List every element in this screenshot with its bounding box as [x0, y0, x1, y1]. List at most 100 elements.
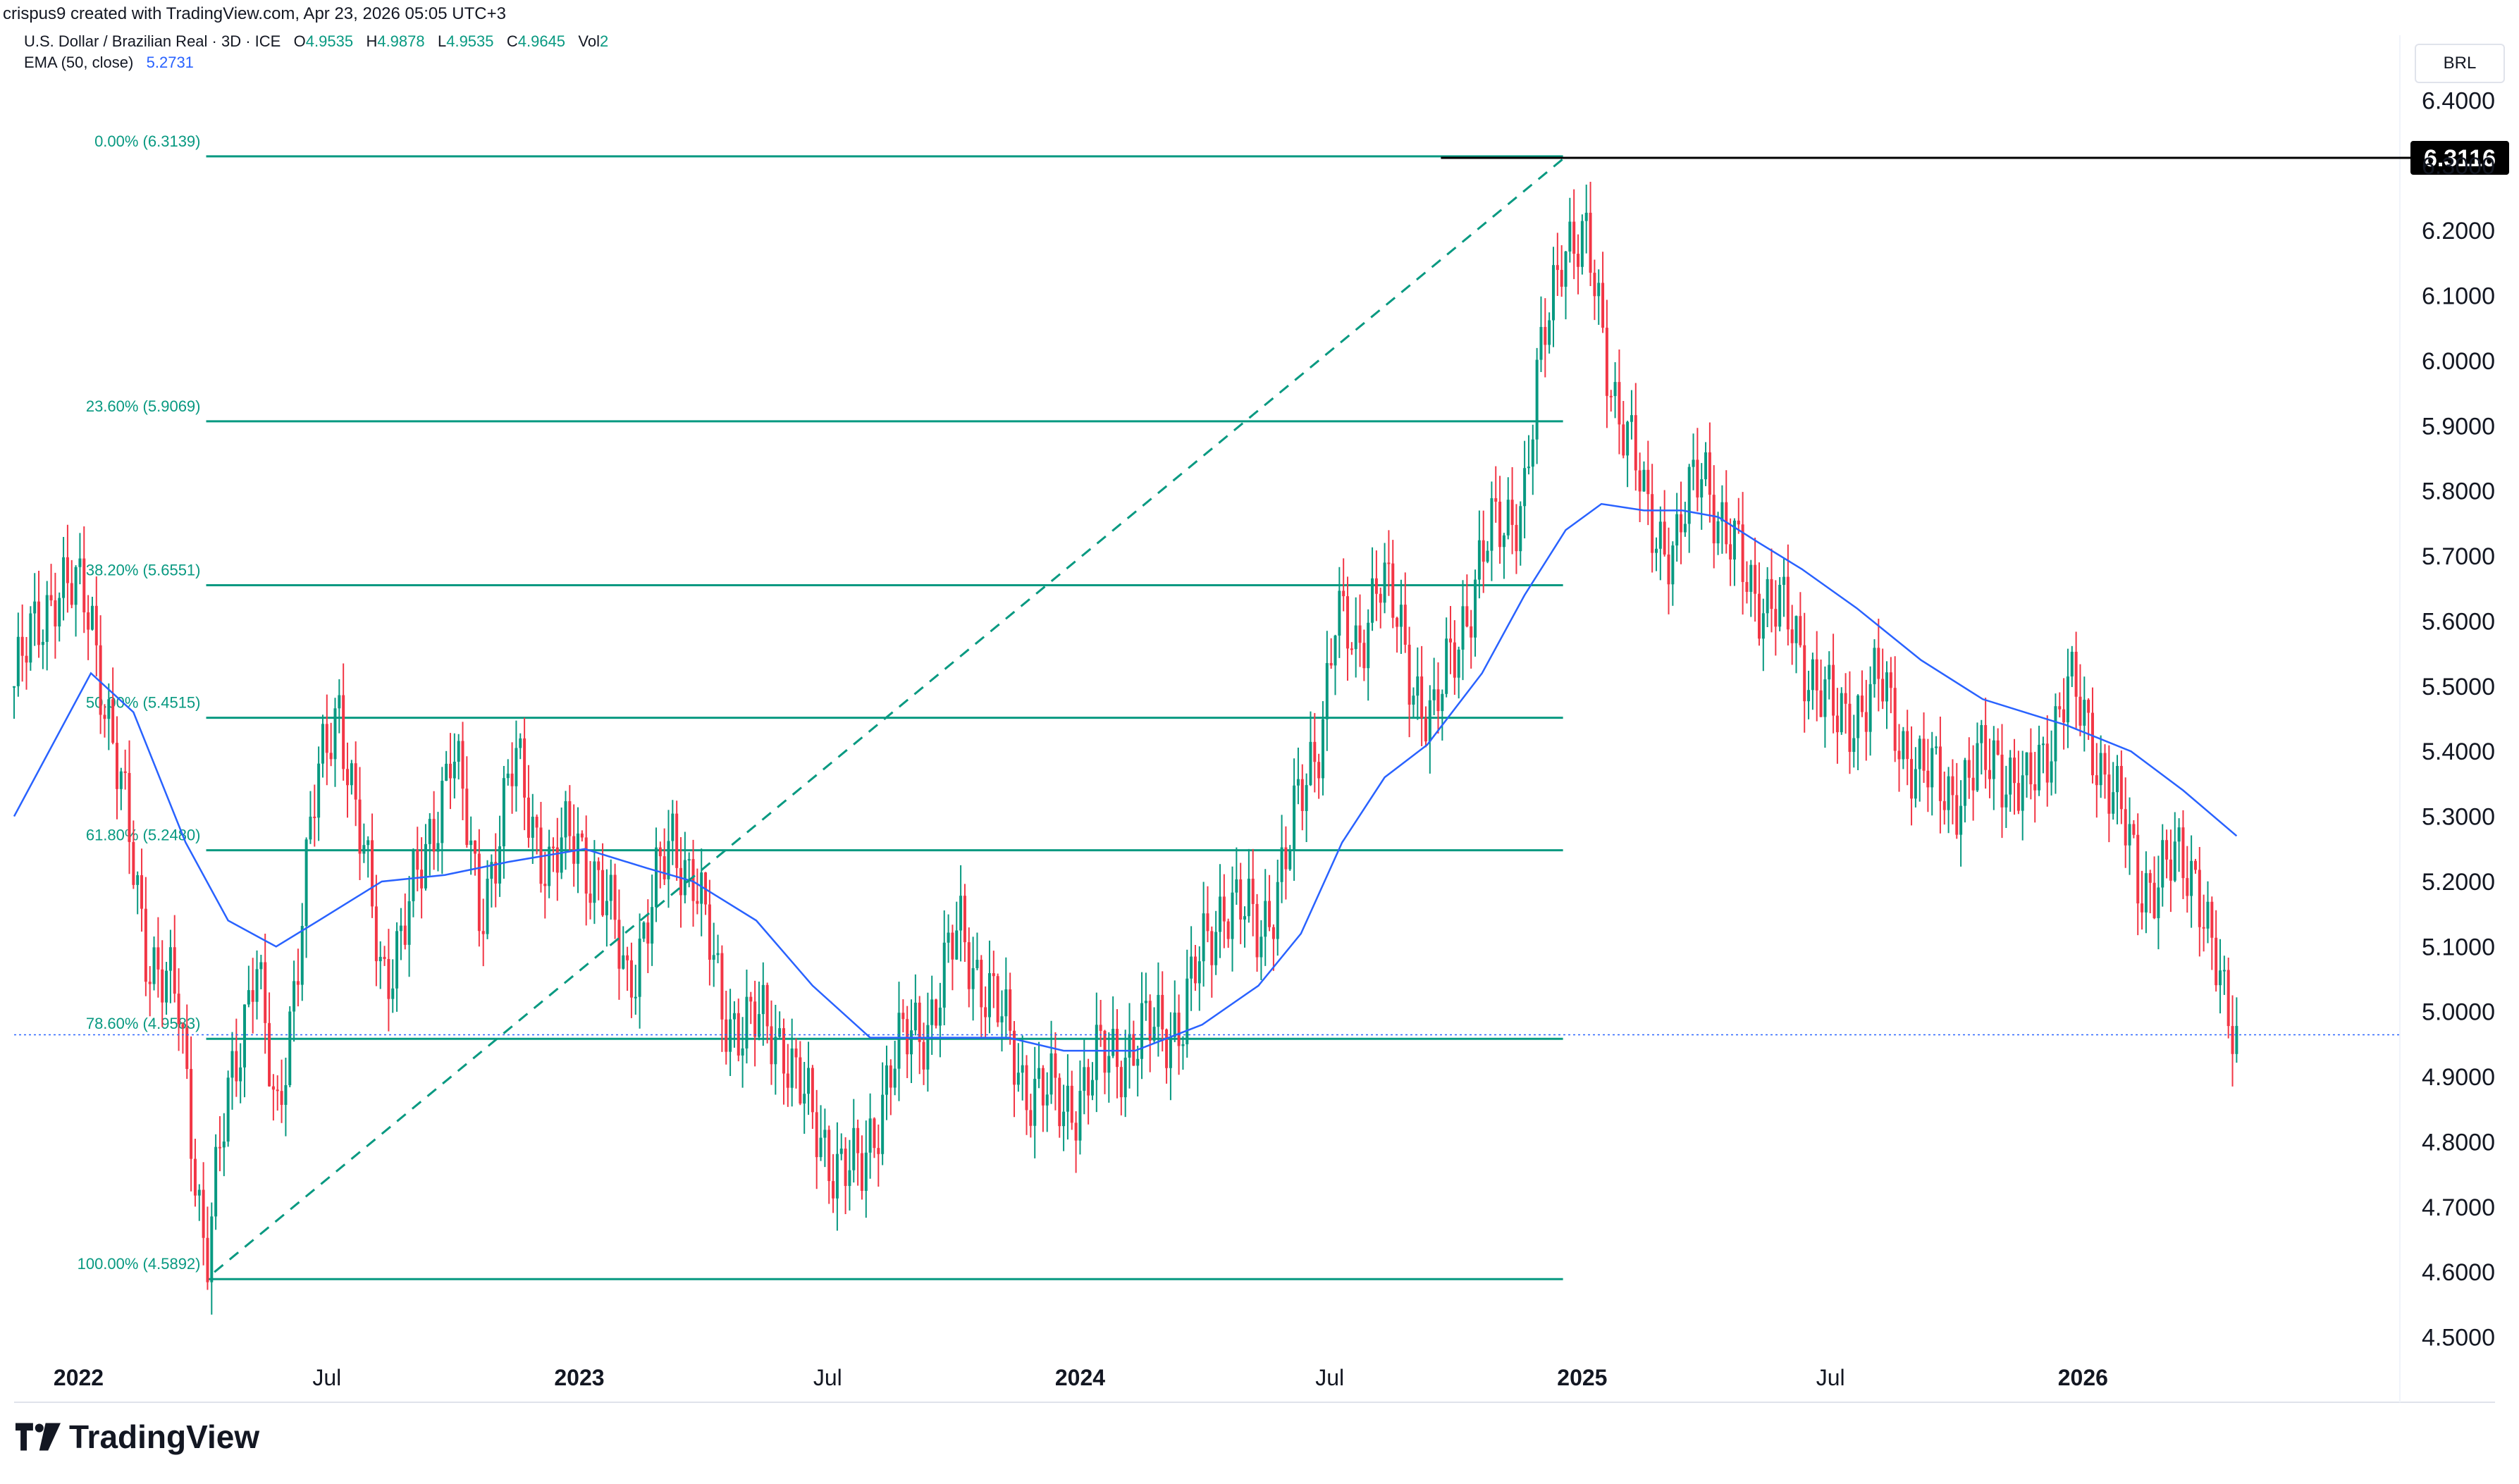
candle-body — [342, 695, 345, 769]
candle-body — [654, 847, 658, 908]
candle-body — [725, 1019, 728, 1052]
candle-body — [819, 1137, 823, 1158]
candle-body — [165, 970, 168, 1003]
candle-body — [980, 960, 983, 1008]
candle-body — [395, 931, 399, 989]
candle-body — [729, 1019, 732, 1052]
candle-body — [1087, 1067, 1090, 1096]
candle-body — [1177, 1013, 1181, 1046]
candle-body — [1408, 644, 1411, 705]
candle-body — [1613, 382, 1617, 397]
candle-body — [374, 906, 378, 962]
candle-body — [877, 1148, 880, 1154]
currency-selector[interactable]: BRL — [2415, 44, 2505, 83]
y-tick-label: 4.7000 — [2422, 1194, 2495, 1221]
candle-body — [1062, 1111, 1066, 1127]
candle-body — [906, 1019, 909, 1055]
y-tick-label: 4.5000 — [2422, 1325, 2495, 1352]
candle-body — [1206, 913, 1209, 932]
candle-body — [626, 955, 629, 960]
candle-body — [1556, 265, 1559, 271]
candle-body — [515, 748, 518, 786]
candle-body — [354, 763, 357, 800]
candle-body — [1790, 629, 1794, 643]
candle-body — [1729, 544, 1732, 560]
x-tick-label: 2024 — [1055, 1365, 1105, 1390]
candle-body — [1988, 769, 1991, 779]
candle-body — [712, 955, 715, 960]
candle-body — [543, 884, 547, 886]
x-tick-label: Jul — [813, 1365, 842, 1390]
candle-body — [1161, 994, 1164, 1029]
candle-body — [1412, 695, 1415, 705]
close-key: C — [506, 32, 518, 50]
candle-body — [428, 819, 431, 844]
candle-body — [2013, 758, 2016, 784]
candle-body — [1889, 672, 1892, 688]
candle-body — [1111, 1029, 1115, 1056]
candle-body — [1424, 717, 1427, 742]
tradingview-wordmark: TradingView — [69, 1418, 260, 1455]
candle-body — [1078, 1091, 1082, 1141]
candle-body — [1334, 636, 1337, 666]
candle-body — [2132, 824, 2136, 835]
candle-body — [827, 1130, 831, 1182]
candle-body — [1942, 800, 1946, 810]
candle-body — [296, 981, 300, 985]
candle-body — [1271, 927, 1275, 939]
candle-body — [1465, 606, 1469, 626]
candle-body — [947, 932, 950, 943]
candle-body — [1379, 593, 1382, 603]
candle-body — [1700, 479, 1704, 497]
candle-body — [1243, 916, 1247, 920]
candle-body — [2222, 970, 2226, 972]
candle-body — [2219, 970, 2222, 986]
low-key: L — [437, 32, 447, 50]
candle-body — [190, 1068, 193, 1159]
candle-body — [1976, 743, 1979, 791]
candle-body — [2038, 744, 2041, 791]
candle-body — [1963, 760, 1966, 806]
candle-body — [325, 724, 328, 753]
candle-body — [1692, 459, 1695, 467]
candle-body — [935, 999, 938, 1026]
y-tick-label: 4.6000 — [2422, 1259, 2495, 1286]
candle-body — [29, 613, 32, 663]
candle-body — [1486, 550, 1489, 562]
candle-body — [1761, 613, 1765, 639]
candle-body — [671, 813, 675, 841]
candle-body — [1799, 616, 1802, 645]
candle-body — [873, 1118, 876, 1149]
candle-body — [338, 695, 341, 709]
x-tick-label: Jul — [1816, 1365, 1845, 1390]
candle-body — [1494, 498, 1498, 502]
candle-body — [1930, 748, 1934, 788]
candle-body — [2181, 827, 2185, 879]
candle-body — [1593, 273, 1596, 297]
candle-body — [667, 841, 670, 879]
candle-body — [1935, 746, 1938, 748]
candle-body — [951, 932, 954, 960]
candle-body — [1181, 1044, 1185, 1046]
candle-body — [1000, 1016, 1004, 1022]
candle-body — [1313, 741, 1317, 762]
candle-body — [2099, 753, 2102, 786]
candle-body — [251, 990, 254, 1002]
candle-body — [959, 896, 963, 931]
candle-body — [1148, 1001, 1152, 1041]
candle-body — [811, 1068, 814, 1113]
candle-body — [1658, 521, 1662, 549]
candle-body — [749, 996, 753, 1002]
y-tick-label: 5.0000 — [2422, 999, 2495, 1026]
candle-body — [663, 856, 666, 879]
candle-body — [214, 1146, 218, 1217]
candle-body — [481, 931, 485, 934]
candle-body — [835, 1154, 839, 1199]
candle-body — [1387, 562, 1391, 564]
candle-body — [313, 816, 316, 818]
y-tick-label: 5.2000 — [2422, 869, 2495, 896]
candle-body — [1247, 878, 1250, 917]
candle-body — [156, 947, 160, 970]
candle-body — [1264, 901, 1267, 937]
